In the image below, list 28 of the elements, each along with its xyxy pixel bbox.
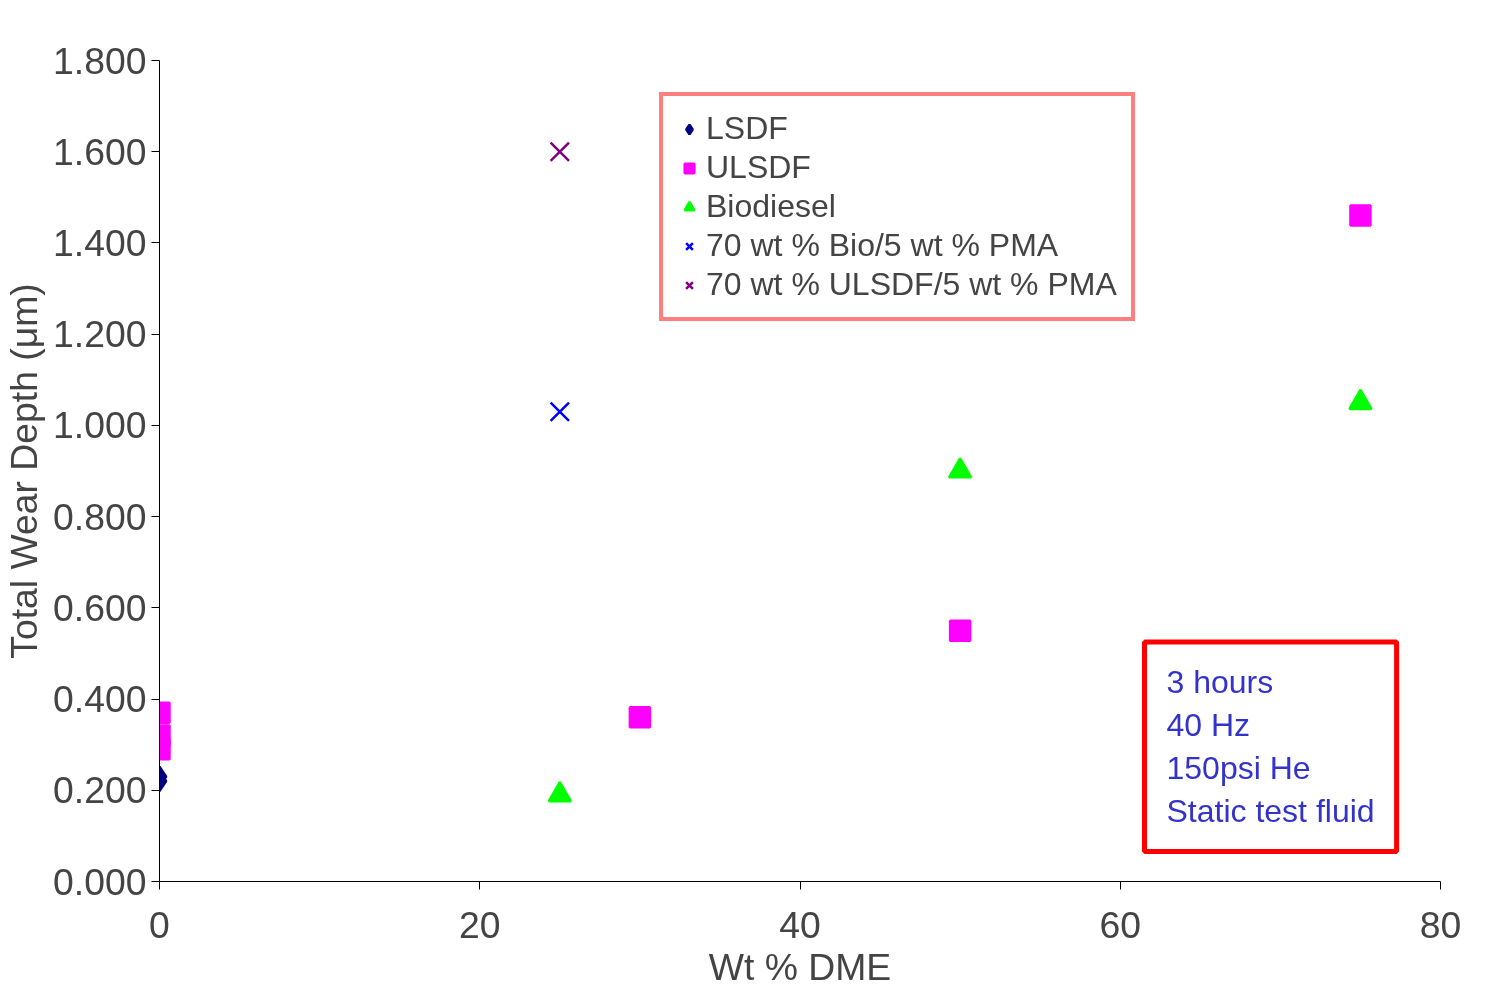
x-tick-label: 60 (1099, 903, 1142, 946)
y-tick-label: 1.400 (53, 221, 147, 264)
annotation: 150psi He (1166, 750, 1311, 787)
x-tick-label: 40 (779, 903, 821, 946)
point (549, 141, 571, 163)
annotation: 3 hours (1166, 663, 1274, 700)
legend-label: ULSDF (706, 149, 811, 186)
x-axis-title: Wt % DME (708, 945, 892, 988)
y-tick-label: 0.200 (53, 769, 147, 812)
y-tick-label: 1.800 (53, 39, 147, 82)
x-tick-label: 20 (458, 903, 501, 946)
annotation: 40 Hz (1166, 707, 1251, 744)
y-tick-label: 0.400 (53, 678, 147, 721)
legend-label: 70 wt % ULSDF/5 wt % PMA (706, 266, 1117, 303)
legend-label: 70 wt % Bio/5 wt % PMA (706, 227, 1059, 264)
point (549, 401, 571, 423)
x-tick-label: 0 (149, 903, 170, 946)
x-tick-label: 80 (1419, 903, 1462, 946)
legend-label: LSDF (706, 110, 788, 147)
annotation: Static test fluid (1166, 793, 1375, 830)
y-tick-label: 0.600 (53, 586, 147, 629)
y-tick-label: 0.800 (53, 495, 147, 538)
y-tick-label: 1.200 (53, 313, 147, 356)
y-tick-label: 1.000 (53, 404, 147, 447)
legend-label: Biodiesel (706, 188, 836, 225)
y-tick-label: 0.000 (53, 860, 147, 903)
y-tick-label: 1.600 (53, 130, 147, 173)
y-axis-title: Total Wear Depth (μm) (3, 283, 46, 659)
